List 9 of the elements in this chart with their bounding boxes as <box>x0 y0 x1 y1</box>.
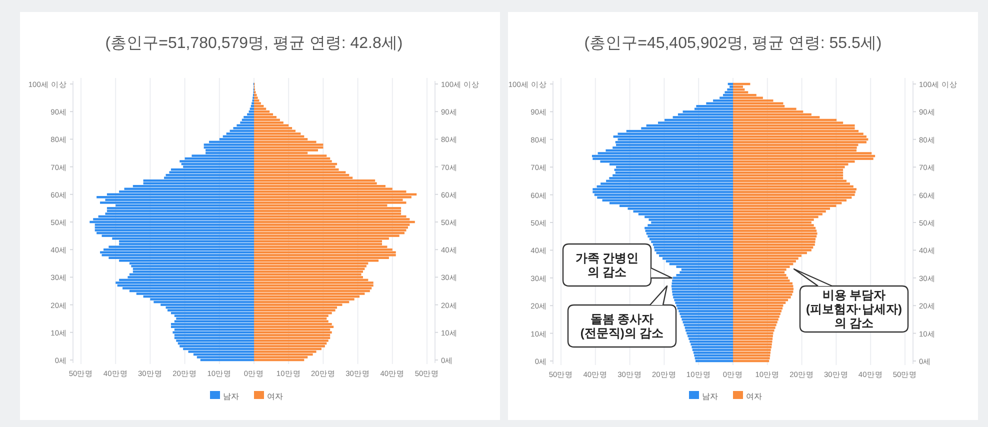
chart-title: (총인구=45,405,902명, 평균 연령: 55.5세) <box>584 35 882 52</box>
annotation: 비용 부담자 (피보험자·납세자) 의 감소 <box>806 288 902 330</box>
legend-label: 여자 <box>267 392 283 401</box>
legend-label: 남자 <box>702 392 718 401</box>
annotation: 가족 간병인 의 감소 <box>575 251 639 279</box>
legend-label: 남자 <box>223 392 239 401</box>
chart-title: (총인구=51,780,579명, 평균 연령: 42.8세) <box>105 35 403 52</box>
legend-label: 여자 <box>746 392 762 401</box>
annotation: 돌봄 종사자 (전문직)의 감소 <box>580 312 664 340</box>
